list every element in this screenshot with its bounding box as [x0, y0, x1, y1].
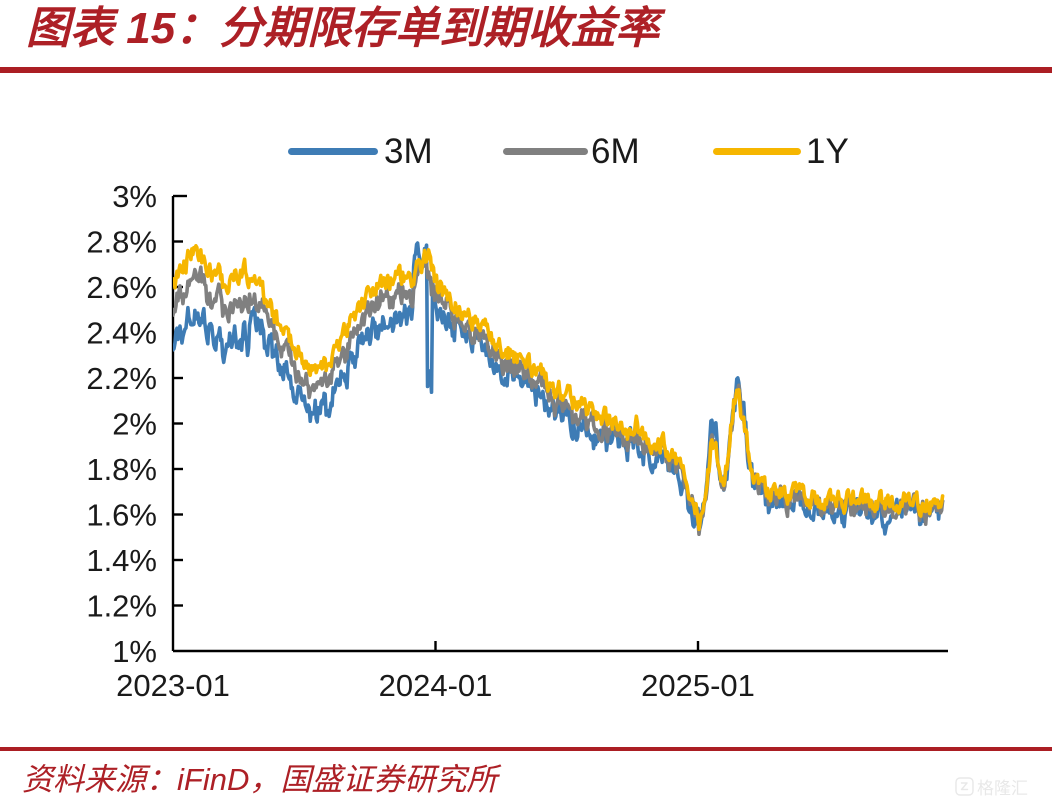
svg-text:2023-01: 2023-01: [116, 668, 230, 703]
svg-text:3%: 3%: [112, 179, 157, 214]
svg-text:2%: 2%: [112, 407, 157, 442]
svg-text:2.2%: 2.2%: [86, 361, 157, 396]
svg-text:1.8%: 1.8%: [86, 452, 157, 487]
svg-text:1.6%: 1.6%: [86, 498, 157, 533]
svg-text:1.4%: 1.4%: [86, 543, 157, 578]
svg-text:2025-01: 2025-01: [641, 668, 755, 703]
svg-text:1.2%: 1.2%: [86, 589, 157, 624]
svg-text:1%: 1%: [112, 634, 157, 669]
svg-text:2.4%: 2.4%: [86, 316, 157, 351]
svg-text:2024-01: 2024-01: [379, 668, 493, 703]
svg-text:2.8%: 2.8%: [86, 225, 157, 260]
svg-text:2.6%: 2.6%: [86, 270, 157, 305]
